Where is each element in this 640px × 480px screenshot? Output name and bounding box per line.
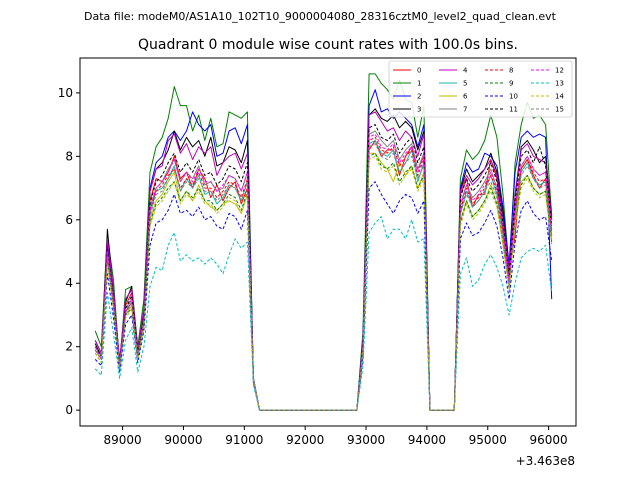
y-tick-label: 10 xyxy=(58,86,73,100)
series-layer xyxy=(94,73,553,411)
x-tick-label: 92000 xyxy=(286,433,324,447)
legend-label-2: 2 xyxy=(417,93,421,101)
legend-label-13: 13 xyxy=(555,80,564,88)
legend-label-3: 3 xyxy=(417,106,421,114)
x-tick-label: 91000 xyxy=(225,433,263,447)
y-tick-label: 0 xyxy=(65,403,73,417)
x-tick-label: 95000 xyxy=(469,433,507,447)
legend-label-7: 7 xyxy=(463,106,467,114)
series-line-9 xyxy=(94,152,553,411)
legend-label-12: 12 xyxy=(555,67,564,75)
x-tick-label: 93000 xyxy=(347,433,385,447)
axes-frame xyxy=(79,57,577,427)
series-line-15 xyxy=(94,143,553,411)
legend-label-8: 8 xyxy=(509,67,513,75)
x-tick-label: 96000 xyxy=(530,433,568,447)
legend-label-0: 0 xyxy=(417,67,421,75)
legend-frame xyxy=(388,60,573,118)
legend-label-10: 10 xyxy=(509,93,518,101)
legend-label-15: 15 xyxy=(555,106,564,114)
x-axis: 89000 90000 91000 92000 93000 94000 95000 96000 xyxy=(104,426,568,447)
y-tick-label: 6 xyxy=(65,213,73,227)
series-line-11 xyxy=(94,124,553,411)
legend-label-4: 4 xyxy=(463,67,468,75)
x-tick-label: 94000 xyxy=(408,433,446,447)
suptitle: Data file: modeM0/AS1A10_102T10_90000040… xyxy=(84,10,557,23)
y-tick-label: 8 xyxy=(65,149,73,163)
x-tick-label: 89000 xyxy=(104,433,142,447)
legend-label-14: 14 xyxy=(555,93,564,101)
y-tick-label: 4 xyxy=(65,276,73,290)
legend-label-5: 5 xyxy=(463,80,467,88)
chart-title: Quadrant 0 module wise count rates with … xyxy=(138,37,518,53)
legend-label-9: 9 xyxy=(509,80,513,88)
x-offset-label: +3.463e8 xyxy=(516,454,575,468)
x-tick-label: 90000 xyxy=(164,433,202,447)
legend-label-1: 1 xyxy=(417,80,421,88)
plot-area: 89000 90000 91000 92000 93000 94000 95000 96000… xyxy=(58,57,577,447)
legend-label-6: 6 xyxy=(463,93,468,101)
y-tick-label: 2 xyxy=(65,340,73,354)
y-axis: 0 2 4 6 8 10 xyxy=(58,86,80,417)
legend-label-11: 11 xyxy=(509,106,518,114)
